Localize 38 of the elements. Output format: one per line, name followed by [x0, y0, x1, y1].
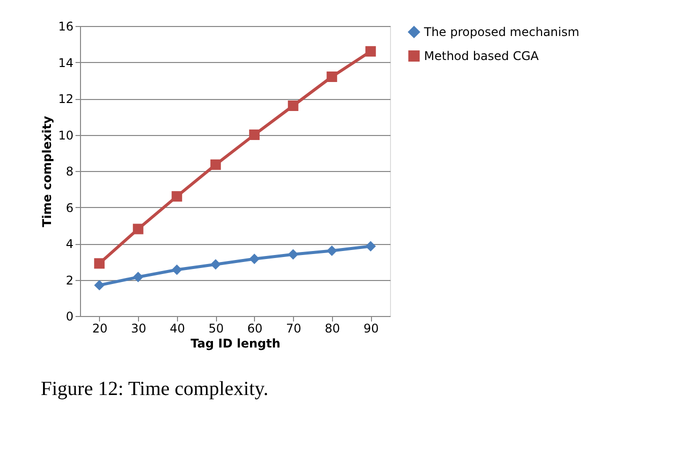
y-tick-label: 8	[66, 164, 74, 178]
legend-label: Method based CGA	[424, 49, 540, 63]
x-tick-label: 70	[286, 322, 302, 336]
y-tick-label: 0	[66, 310, 74, 324]
point	[326, 72, 338, 82]
point	[326, 246, 338, 256]
point	[172, 191, 182, 202]
point	[210, 159, 221, 170]
x-tick-label: 60	[247, 322, 263, 336]
x-axis-title: Tag ID length	[190, 336, 280, 350]
point	[249, 130, 260, 140]
point	[288, 100, 298, 111]
y-tick-label: 2	[66, 273, 74, 288]
x-tick-label: 20	[92, 322, 108, 336]
point	[249, 254, 260, 264]
point	[172, 264, 182, 276]
y-axis-title: Time complexity	[40, 116, 54, 228]
x-tick-label: 50	[208, 322, 224, 336]
y-tick-label: 16	[58, 20, 74, 34]
x-tick-label: 30	[130, 322, 146, 336]
legend-label: The proposed mechanism	[423, 25, 580, 39]
point	[94, 280, 105, 290]
x-tick-label: 90	[363, 322, 379, 336]
point	[94, 258, 105, 269]
x-tick-label: 80	[324, 322, 340, 336]
y-tick-label: 14	[58, 56, 74, 70]
point	[288, 249, 298, 260]
y-tick-label: 12	[58, 92, 74, 106]
point	[210, 259, 221, 270]
x-tick-label: 40	[170, 322, 186, 336]
y-tick-label: 6	[66, 200, 74, 215]
point	[365, 46, 376, 57]
caption: Figure 12: Time complexity.	[40, 378, 268, 400]
point	[132, 224, 144, 234]
y-tick-label: 4	[66, 237, 74, 251]
point	[132, 272, 144, 282]
y-tick-label: 10	[58, 128, 74, 142]
point	[365, 240, 376, 252]
